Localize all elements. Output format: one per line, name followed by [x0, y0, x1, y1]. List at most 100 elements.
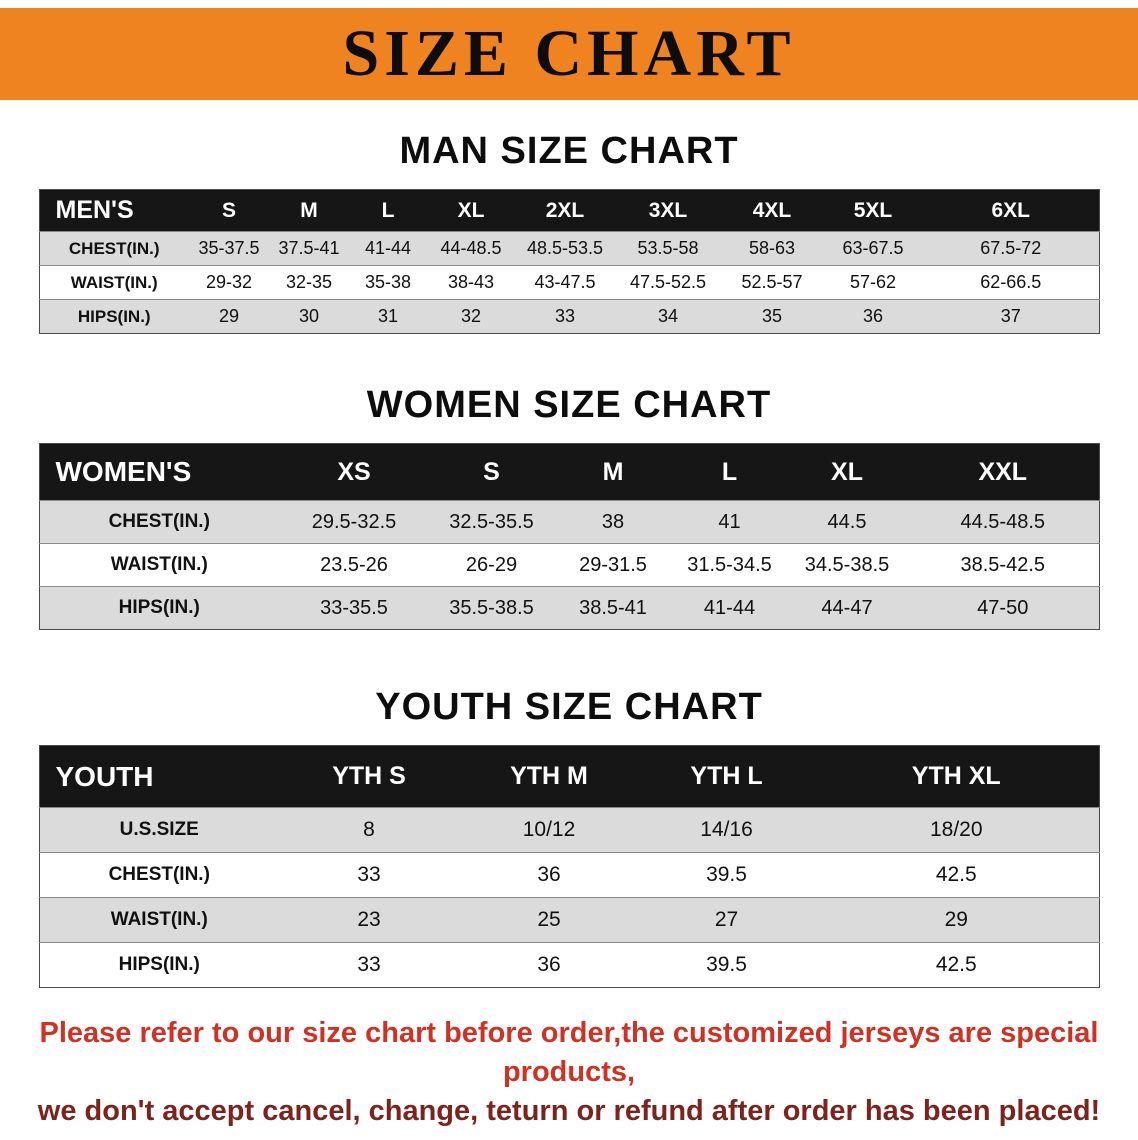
- mens-size-table: MEN'S S M L XL 2XL 3XL 4XL 5XL 6XL CHEST…: [38, 189, 1100, 334]
- youth-size-table: YOUTH YTH S YTH M YTH L YTH XL U.S.SIZE …: [38, 745, 1100, 988]
- table-cell: 25: [537, 908, 561, 931]
- footer-note-line-2: we don't accept cancel, change, teturn o…: [37, 1095, 1101, 1128]
- column-header: L: [381, 198, 395, 222]
- table-cell: 33: [357, 863, 381, 886]
- table-cell: 44.5: [827, 510, 867, 533]
- column-header: 2XL: [545, 198, 585, 222]
- column-header: S: [221, 198, 236, 222]
- table-cell: 38-43: [447, 272, 495, 292]
- table-cell: 33: [357, 953, 381, 976]
- table-cell: 47-50: [977, 596, 1029, 619]
- table-cell: 10/12: [522, 818, 576, 841]
- column-header: YTH S: [332, 762, 406, 790]
- column-header: M: [602, 457, 624, 486]
- table-cell: 38.5-42.5: [960, 553, 1045, 576]
- youth-size-chart-heading: YOUTH SIZE CHART: [375, 686, 763, 728]
- row-label: HIPS(IN.): [118, 597, 200, 618]
- table-row: U.S.SIZE 8 10/12 14/16 18/20: [39, 807, 1099, 853]
- table-row: HIPS(IN.) 33 36 39.5 42.5: [39, 942, 1099, 988]
- table-cell: 27: [714, 908, 739, 931]
- banner-title: SIZE CHART: [342, 17, 796, 90]
- column-header: XXL: [978, 457, 1028, 486]
- table-cell: 41: [718, 510, 741, 533]
- row-label: CHEST(IN.): [108, 864, 210, 885]
- table-cell: 41-44: [364, 238, 412, 258]
- table-cell: 26-29: [465, 553, 518, 576]
- column-header: S: [483, 457, 500, 486]
- table-cell: 29: [218, 306, 240, 326]
- footer-note: Please refer to our size chart before or…: [18, 1014, 1120, 1131]
- table-cell: 29: [944, 908, 968, 931]
- column-header: XL: [457, 198, 485, 222]
- column-header: 4XL: [752, 198, 792, 222]
- table-row: HIPS(IN.) 29 30 31 32 33 34 35 36 37: [39, 299, 1099, 334]
- column-header: YTH M: [510, 762, 588, 790]
- size-chart-banner: SIZE CHART: [0, 8, 1138, 100]
- table-cell: 36: [537, 953, 561, 976]
- table-cell: 35-37.5: [198, 238, 260, 258]
- row-label: HIPS(IN.): [77, 306, 151, 326]
- table-cell: 58-63: [748, 238, 796, 258]
- column-header: YTH L: [690, 762, 763, 790]
- table-row: WAIST(IN.) 23.5-26 26-29 29-31.5 31.5-34…: [39, 543, 1099, 587]
- table-cell: 36: [537, 863, 561, 886]
- table-cell: 32.5-35.5: [449, 510, 534, 533]
- table-cell: 62-66.5: [980, 272, 1042, 292]
- table-cell: 33: [554, 306, 576, 326]
- table-cell: 39.5: [706, 863, 747, 886]
- table-cell: 29-32: [205, 272, 253, 292]
- table-title: MEN'S: [55, 196, 134, 224]
- table-cell: 41-44: [703, 596, 756, 619]
- man-size-chart-heading: MAN SIZE CHART: [399, 130, 739, 172]
- row-label: U.S.SIZE: [119, 819, 199, 840]
- table-cell: 35: [761, 306, 783, 326]
- table-cell: 29-31.5: [579, 553, 647, 576]
- table-cell: 31: [377, 306, 399, 326]
- table-cell: 44-48.5: [440, 238, 502, 258]
- table-row: CHEST(IN.) 35-37.5 37.5-41 41-44 44-48.5…: [39, 231, 1099, 266]
- table-cell: 52.5-57: [741, 272, 803, 292]
- womens-size-table: WOMEN'S XS S M L XL XXL CHEST(IN.) 29.5-…: [38, 443, 1100, 630]
- table-cell: 48.5-53.5: [526, 238, 604, 258]
- table-header-row: YOUTH YTH S YTH M YTH L YTH XL: [39, 745, 1099, 808]
- table-cell: 37: [1000, 306, 1021, 326]
- table-row: CHEST(IN.) 33 36 39.5 42.5: [39, 852, 1099, 898]
- column-header: YTH XL: [911, 762, 1001, 790]
- table-row: WAIST(IN.) 29-32 32-35 35-38 38-43 43-47…: [39, 265, 1099, 300]
- table-cell: 32-35: [285, 272, 333, 292]
- table-cell: 29.5-32.5: [311, 510, 397, 533]
- women-size-chart-heading: WOMEN SIZE CHART: [366, 384, 772, 426]
- table-cell: 63-67.5: [842, 238, 904, 258]
- table-cell: 42.5: [935, 953, 977, 976]
- table-row: HIPS(IN.) 33-35.5 35.5-38.5 38.5-41 41-4…: [39, 586, 1099, 630]
- table-cell: 44.5-48.5: [960, 510, 1045, 533]
- table-cell: 8: [363, 818, 375, 841]
- table-cell: 31.5-34.5: [687, 553, 772, 576]
- table-title: YOUTH: [55, 760, 154, 792]
- table-cell: 53.5-58: [637, 238, 699, 258]
- row-label: WAIST(IN.): [110, 554, 208, 575]
- table-header-row: WOMEN'S XS S M L XL XXL: [39, 443, 1099, 501]
- table-title: WOMEN'S: [55, 456, 192, 487]
- table-cell: 34: [657, 306, 679, 326]
- table-cell: 35.5-38.5: [449, 596, 534, 619]
- table-cell: 37.5-41: [278, 238, 340, 258]
- table-cell: 38: [601, 510, 625, 533]
- table-row: WAIST(IN.) 23 25 27 29: [39, 897, 1099, 943]
- table-cell: 67.5-72: [980, 238, 1042, 258]
- table-cell: 47.5-52.5: [629, 272, 707, 292]
- table-header-row: MEN'S S M L XL 2XL 3XL 4XL 5XL 6XL: [39, 189, 1099, 232]
- table-cell: 18/20: [929, 818, 983, 841]
- table-cell: 35-38: [364, 272, 412, 292]
- column-header: 3XL: [648, 198, 688, 222]
- table-cell: 33-35.5: [320, 596, 388, 619]
- table-cell: 32: [460, 306, 482, 326]
- table-row: CHEST(IN.) 29.5-32.5 32.5-35.5 38 41 44.…: [39, 500, 1099, 544]
- table-cell: 23: [357, 908, 381, 931]
- row-label: WAIST(IN.): [70, 272, 158, 292]
- column-header: M: [300, 198, 318, 222]
- row-label: CHEST(IN.): [68, 238, 160, 258]
- row-label: CHEST(IN.): [108, 511, 210, 532]
- column-header: 6XL: [991, 198, 1030, 222]
- table-cell: 36: [862, 306, 884, 326]
